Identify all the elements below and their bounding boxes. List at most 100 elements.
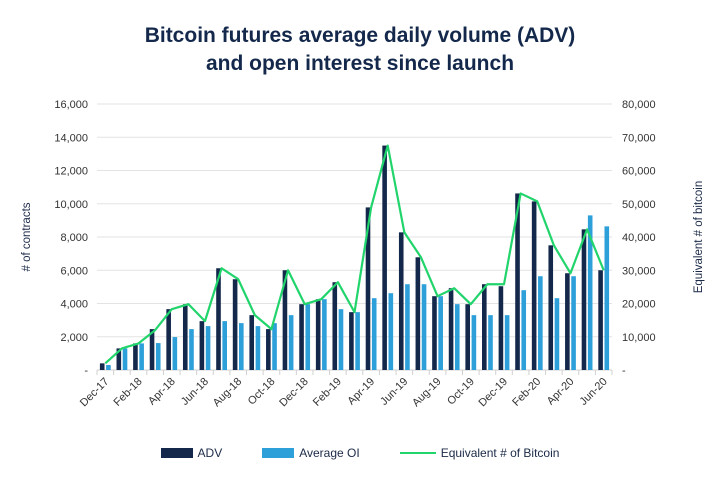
y-axis-title: # of contracts (21, 202, 33, 271)
bar-adv (199, 321, 205, 370)
x-tick-label: Apr-19 (345, 376, 377, 408)
y-tick-label: - (84, 365, 88, 377)
y2-tick-label: 40,000 (622, 232, 656, 244)
bar-adv (382, 145, 387, 370)
bar-adv (299, 304, 304, 370)
bar-average-oi (155, 343, 161, 370)
bar-adv (415, 257, 421, 370)
y-tick-label: 4,000 (60, 299, 88, 311)
bar-average-oi (471, 315, 477, 370)
line-equivalent-bitcoin (104, 144, 605, 365)
bar-adv (216, 268, 221, 370)
bar-average-oi (587, 215, 593, 370)
bar-adv (565, 273, 570, 370)
x-tick-label: Jun-18 (179, 376, 211, 408)
y2-tick-label: 10,000 (622, 332, 656, 344)
bar-adv (482, 284, 487, 370)
bar-adv (598, 270, 603, 370)
y2-tick-label: 80,000 (622, 99, 656, 111)
bar-average-oi (239, 323, 244, 370)
legend-swatch-adv (160, 448, 193, 458)
x-tick-label: Apr-18 (146, 376, 178, 408)
bar-average-oi (222, 321, 227, 370)
y2-axis-title: Equivalent # of bitcoin (693, 181, 705, 294)
bar-average-oi (488, 315, 493, 370)
bar-adv (349, 312, 354, 370)
bar-adv (282, 270, 288, 370)
y-tick-label: 8,000 (60, 232, 88, 244)
bar-adv (581, 229, 587, 370)
legend: ADV Average OI Equivalent # of Bitcoin (0, 446, 720, 460)
bar-adv (133, 343, 138, 370)
bar-average-oi (355, 312, 360, 370)
bar-average-oi (521, 290, 527, 370)
bar-adv (149, 329, 155, 370)
bar-average-oi (504, 315, 510, 370)
x-tick-label: Dec-19 (477, 376, 511, 410)
x-tick-label: Aug-18 (211, 376, 245, 410)
bar-adv (99, 363, 105, 370)
bar-average-oi (538, 276, 543, 370)
y-tick-label: 2,000 (60, 332, 88, 344)
bar-average-oi (172, 337, 178, 370)
bar-average-oi (371, 298, 377, 370)
x-tick-label: Oct-19 (445, 376, 477, 408)
bar-adv (266, 329, 271, 370)
bar-adv (432, 296, 437, 370)
x-tick-label: Oct-18 (246, 376, 278, 408)
y-tick-label: 14,000 (54, 132, 88, 144)
legend-label-oi: Average OI (299, 446, 360, 460)
y2-tick-label: 30,000 (622, 265, 656, 277)
chart-title-line2: and open interest since launch (205, 52, 515, 75)
bar-average-oi (421, 284, 427, 370)
x-tick-label: Feb-19 (311, 376, 344, 409)
bar-average-oi (255, 326, 261, 370)
bar-adv (498, 286, 504, 370)
bar-adv (166, 309, 171, 370)
bar-average-oi (288, 315, 294, 370)
bar-adv (531, 201, 537, 370)
bar-average-oi (405, 284, 410, 370)
bar-average-oi (139, 343, 144, 370)
bar-adv (398, 232, 404, 370)
x-tick-label: Dec-18 (277, 376, 311, 410)
legend-label-btc: Equivalent # of Bitcoin (440, 446, 560, 460)
legend-item-btc: Equivalent # of Bitcoin (399, 446, 560, 460)
bar-average-oi (454, 304, 460, 370)
bar-adv (448, 288, 454, 370)
bar-average-oi (388, 293, 394, 370)
bar-adv (249, 315, 255, 370)
bar-adv (365, 207, 371, 370)
y-tick-label: 12,000 (54, 166, 88, 178)
bar-adv (116, 348, 122, 370)
bar-average-oi (438, 296, 443, 370)
legend-label-adv: ADV (197, 446, 223, 460)
bar-average-oi (305, 304, 311, 370)
bar-average-oi (272, 323, 277, 370)
y-tick-label: 6,000 (60, 265, 88, 277)
chart-title: Bitcoin futures average daily volume (AD… (0, 22, 720, 78)
bar-adv (232, 279, 238, 370)
y2-tick-label: - (622, 365, 626, 377)
bar-adv (515, 193, 520, 370)
bar-average-oi (571, 276, 576, 370)
legend-swatch-oi (262, 448, 295, 458)
bar-adv (548, 245, 554, 370)
bar-adv (465, 304, 470, 370)
y-tick-label: 10,000 (54, 199, 88, 211)
x-tick-label: Jun-20 (578, 376, 610, 408)
bar-average-oi (106, 365, 111, 370)
bar-adv (315, 299, 321, 370)
legend-item-oi: Average OI (262, 446, 360, 460)
x-tick-label: Apr-20 (545, 376, 577, 408)
x-tick-label: Feb-18 (112, 376, 145, 409)
bar-average-oi (338, 309, 344, 370)
y-tick-label: 16,000 (54, 99, 88, 111)
legend-swatch-btc (399, 452, 436, 454)
x-tick-label: Jun-19 (378, 376, 410, 408)
x-tick-label: Feb-20 (510, 376, 543, 409)
bar-adv (332, 282, 338, 370)
bar-average-oi (189, 329, 194, 370)
x-tick-label: Aug-19 (410, 376, 444, 410)
chart-title-line1: Bitcoin futures average daily volume (AD… (144, 24, 576, 47)
